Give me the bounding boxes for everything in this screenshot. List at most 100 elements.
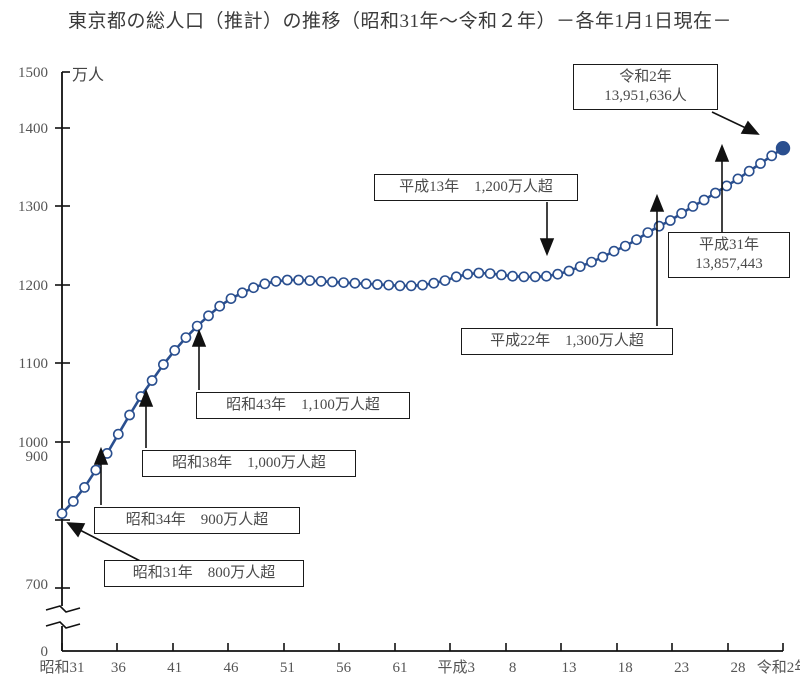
data-point-marker (371, 279, 383, 290)
axis-break-marker (45, 605, 81, 629)
data-point-marker (259, 278, 271, 290)
data-point-marker (619, 240, 631, 252)
data-point-marker (124, 409, 136, 421)
x-axis-tick-labels: 昭和31 36 41 46 51 56 61 平成3 8 13 18 23 28 令和2年 (39, 659, 800, 676)
data-point-marker (79, 481, 90, 493)
data-point-marker (417, 279, 428, 291)
data-point-marker (586, 256, 597, 268)
x-tick-label-11: 23 (674, 660, 689, 676)
data-point-marker (642, 227, 654, 238)
data-point-marker-last (775, 140, 791, 156)
y-axis-unit-label: 万人 (72, 66, 104, 84)
x-tick-label-10: 18 (618, 660, 633, 676)
annotation-box-heisei22: 平成22年 1,300万人超 (461, 328, 673, 356)
data-point-marker (349, 277, 361, 289)
x-tick-label-5: 56 (336, 660, 352, 676)
data-point-marker (755, 158, 766, 169)
data-point-marker (428, 277, 440, 289)
x-tick-label-0: 昭和31 (39, 659, 84, 676)
annotation-box-heisei13: 平成13年 1,200万人超 (374, 174, 578, 202)
x-tick-label-4: 51 (280, 660, 295, 676)
y-tick-label-0: 0 (41, 644, 49, 660)
data-point-marker (473, 267, 485, 279)
annotation-box-showa34: 昭和34年 900万人超 (94, 507, 300, 535)
data-point-marker (394, 280, 406, 292)
y-tick-label-1300: 1300 (18, 199, 48, 215)
data-point-marker (608, 245, 620, 257)
data-point-marker (248, 282, 259, 294)
data-point-marker (710, 187, 721, 199)
data-point-marker (450, 271, 462, 283)
x-tick-label-7: 平成3 (438, 659, 476, 676)
data-point-marker (270, 275, 282, 287)
x-tick-label-2: 41 (167, 660, 182, 676)
x-tick-label-3: 46 (223, 660, 239, 676)
data-point-marker (495, 269, 507, 281)
y-tick-label-900: 900 (26, 449, 49, 465)
data-point-marker (664, 215, 676, 226)
data-point-marker (146, 375, 158, 386)
data-point-marker (112, 428, 124, 440)
data-point-marker (676, 207, 687, 219)
data-point-marker (203, 310, 214, 322)
data-point-marker (631, 234, 642, 246)
y-axis-ticks (55, 71, 70, 589)
data-point-marker (552, 268, 564, 280)
data-point-marker (157, 359, 169, 370)
annotation-box-reiwa2: 令和2年 13,951,636人 (573, 64, 718, 111)
x-tick-label-9: 13 (561, 660, 576, 676)
x-tick-label-6: 61 (392, 660, 407, 676)
data-point-marker (67, 495, 79, 507)
annotation-arrows (66, 111, 760, 567)
data-point-marker (563, 265, 575, 277)
data-point-marker (225, 293, 237, 304)
data-point-marker (597, 251, 609, 263)
annotation-box-heisei31: 平成31年 13,857,443 (668, 232, 790, 279)
data-point-marker (90, 464, 102, 476)
annotation-box-showa38: 昭和38年 1,000万人超 (142, 450, 356, 478)
data-point-marker (293, 274, 304, 286)
y-tick-label-1000: 1000 (18, 435, 48, 451)
data-series-layer (56, 140, 791, 519)
data-point-marker (541, 270, 552, 282)
annotation-box-showa43: 昭和43年 1,100万人超 (196, 392, 410, 420)
data-point-marker (383, 279, 395, 291)
x-tick-label-12: 28 (730, 660, 745, 676)
x-tick-label-8: 8 (509, 660, 517, 676)
data-point-marker (687, 200, 699, 212)
data-point-marker (721, 180, 733, 192)
data-point-marker (574, 261, 586, 272)
data-point-marker (191, 320, 203, 332)
data-point-marker (766, 150, 778, 162)
data-point-marker (698, 194, 710, 206)
data-point-marker (214, 300, 226, 312)
page-title: 東京都の総人口（推計）の推移（昭和31年～令和２年）－各年1月1日現在－ (67, 11, 732, 32)
data-point-marker (169, 344, 181, 356)
data-point-marker (281, 274, 293, 286)
data-point-marker (484, 268, 496, 279)
data-point-marker (405, 280, 417, 292)
data-point-marker (180, 332, 192, 343)
y-tick-label-700: 700 (26, 577, 49, 593)
data-point-marker (732, 173, 744, 185)
y-tick-label-1100: 1100 (19, 356, 48, 372)
data-point-marker (360, 278, 372, 290)
data-point-marker (743, 165, 755, 177)
annotation-box-showa31: 昭和31年 800万人超 (104, 560, 304, 588)
y-tick-label-1500: 1500 (18, 65, 48, 81)
annotation-reiwa2-line1: 令和2年 (619, 69, 672, 85)
data-point-marker (653, 220, 665, 232)
annotation-reiwa2-line2: 13,951,636人 (604, 88, 687, 105)
data-point-marker (326, 276, 338, 288)
data-point-marker (462, 268, 473, 280)
x-axis-ticks (61, 643, 784, 651)
data-point-marker (507, 270, 518, 282)
y-tick-label-1200: 1200 (18, 278, 48, 294)
data-point-marker (56, 508, 68, 519)
annotation-heisei31-line1: 平成31年 (698, 237, 759, 253)
y-tick-label-1400: 1400 (18, 121, 48, 137)
data-point-marker (236, 287, 248, 299)
data-point-marker (338, 277, 349, 288)
